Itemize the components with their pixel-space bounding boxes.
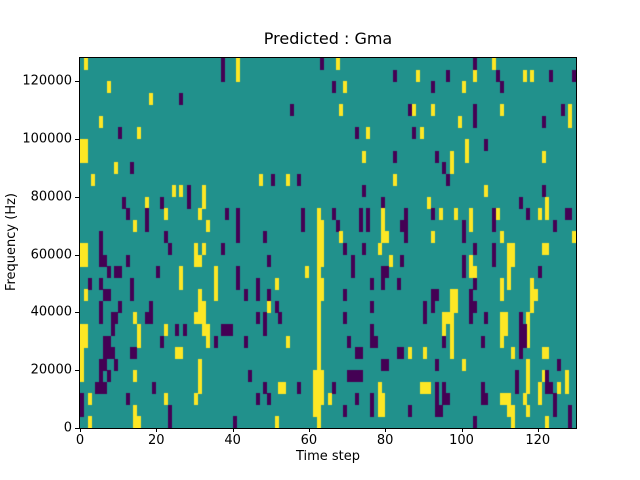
y-tick-mark xyxy=(75,312,79,314)
y-tick-label: 20000 xyxy=(30,362,72,378)
x-tick-mark xyxy=(232,428,234,432)
x-tick-mark xyxy=(308,428,310,432)
y-tick-mark xyxy=(75,81,79,83)
plot-area xyxy=(79,57,577,429)
x-tick-mark xyxy=(385,428,387,432)
x-axis-label: Time step xyxy=(295,449,361,464)
x-tick-label: 60 xyxy=(300,433,318,448)
y-tick-mark xyxy=(75,138,79,140)
y-tick-label: 100000 xyxy=(22,131,72,147)
x-tick-mark xyxy=(80,428,81,432)
x-tick-label: 100 xyxy=(449,433,474,448)
x-tick-label: 0 xyxy=(75,433,85,448)
y-tick-label: 80000 xyxy=(30,189,72,205)
chart-title: Predicted : Gma xyxy=(263,29,393,48)
x-tick-label: 120 xyxy=(525,433,551,448)
y-tick-label: 60000 xyxy=(30,247,72,263)
y-tick-mark xyxy=(75,428,79,429)
x-tick-mark xyxy=(537,428,539,432)
x-tick-mark xyxy=(461,428,463,432)
heatmap-canvas xyxy=(80,58,576,428)
y-tick-label: 0 xyxy=(63,420,72,436)
x-tick-mark xyxy=(156,428,158,432)
y-tick-mark xyxy=(75,370,79,372)
x-tick-label: 20 xyxy=(148,433,165,448)
x-tick-label: 80 xyxy=(376,433,394,448)
y-tick-mark xyxy=(75,254,79,256)
y-tick-label: 120000 xyxy=(22,73,72,89)
x-tick-label: 40 xyxy=(224,433,241,448)
y-tick-label: 40000 xyxy=(30,304,72,320)
y-tick-mark xyxy=(75,196,79,198)
